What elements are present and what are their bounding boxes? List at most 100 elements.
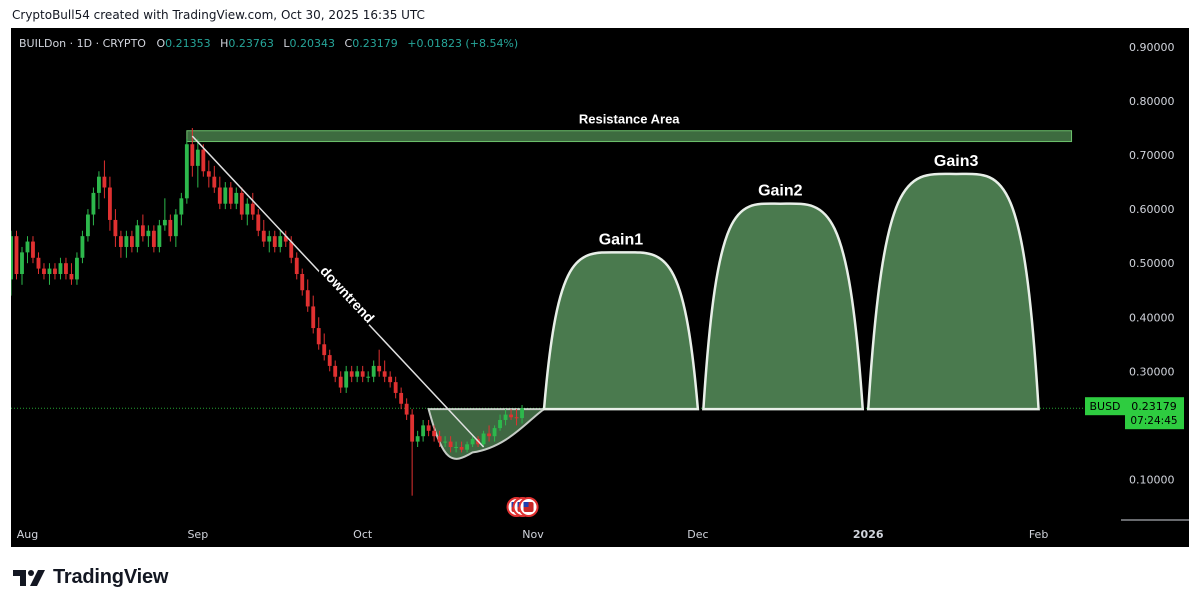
candle-body[interactable] bbox=[80, 236, 85, 258]
price-chart[interactable]: 0.90000 0.80000 0.70000 0.60000 0.50000 0.400… bbox=[11, 28, 1189, 547]
candle-body[interactable] bbox=[498, 419, 502, 429]
candle-body[interactable] bbox=[333, 365, 338, 377]
candle-body[interactable] bbox=[443, 441, 448, 443]
candle-body[interactable] bbox=[267, 236, 272, 242]
candle-body[interactable] bbox=[410, 414, 415, 442]
candle-body[interactable] bbox=[58, 263, 63, 274]
candle-body[interactable] bbox=[11, 236, 13, 280]
candle-body[interactable] bbox=[487, 433, 491, 437]
candle-body[interactable] bbox=[239, 192, 244, 215]
candle-body[interactable] bbox=[294, 257, 299, 274]
candle-body[interactable] bbox=[492, 428, 497, 437]
candle-body[interactable] bbox=[113, 219, 118, 237]
candle-body[interactable] bbox=[338, 376, 343, 388]
candle-body[interactable] bbox=[31, 241, 35, 258]
candle-body[interactable] bbox=[283, 236, 288, 242]
candle-body[interactable] bbox=[140, 225, 145, 237]
candle-body[interactable] bbox=[129, 236, 134, 247]
candle-body[interactable] bbox=[135, 225, 140, 247]
candle-body[interactable] bbox=[228, 187, 233, 204]
candle-body[interactable] bbox=[250, 203, 255, 215]
candle-body[interactable] bbox=[432, 430, 437, 437]
candle-body[interactable] bbox=[426, 425, 431, 431]
candle-body[interactable] bbox=[86, 214, 90, 237]
candle-body[interactable] bbox=[42, 268, 46, 274]
candle-body[interactable] bbox=[173, 214, 178, 237]
chart-panel[interactable]: 0.90000 0.80000 0.70000 0.60000 0.50000 0.400… bbox=[11, 28, 1189, 547]
candle-body[interactable] bbox=[96, 176, 101, 193]
candle-body[interactable] bbox=[437, 436, 442, 442]
candle-body[interactable] bbox=[157, 225, 162, 247]
candle-body[interactable] bbox=[146, 230, 151, 237]
resistance-area-box[interactable] bbox=[186, 130, 1073, 143]
candle-body[interactable] bbox=[217, 187, 222, 204]
candle-body[interactable] bbox=[404, 403, 409, 415]
candle-body[interactable] bbox=[256, 214, 261, 231]
candle-body[interactable] bbox=[102, 176, 107, 188]
candle-body[interactable] bbox=[349, 371, 354, 377]
candle-body[interactable] bbox=[415, 436, 420, 442]
candle-body[interactable] bbox=[201, 149, 206, 172]
candle-body[interactable] bbox=[261, 230, 266, 242]
candle-body[interactable] bbox=[360, 371, 365, 377]
candle-body[interactable] bbox=[118, 236, 123, 247]
candle-body[interactable] bbox=[91, 192, 96, 215]
candle-body[interactable] bbox=[151, 230, 156, 247]
candle-body[interactable] bbox=[514, 417, 519, 419]
symbol-title[interactable]: BUILDon · 1D · CRYPTO bbox=[19, 37, 146, 50]
candle-body[interactable] bbox=[47, 268, 52, 274]
candle-body[interactable] bbox=[14, 236, 19, 274]
candle-body[interactable] bbox=[327, 355, 332, 366]
candle-body[interactable] bbox=[190, 144, 195, 166]
candle-body[interactable] bbox=[168, 219, 173, 237]
candle-body[interactable] bbox=[481, 433, 486, 445]
candle-body[interactable] bbox=[53, 268, 57, 274]
cup-shape[interactable] bbox=[427, 408, 548, 460]
candle-body[interactable] bbox=[64, 263, 68, 274]
candle-body[interactable] bbox=[25, 241, 30, 253]
candle-body[interactable] bbox=[184, 144, 189, 199]
candle-body[interactable] bbox=[289, 241, 294, 258]
candle-body[interactable] bbox=[382, 371, 387, 377]
candle-body[interactable] bbox=[366, 376, 371, 378]
candle-body[interactable] bbox=[470, 438, 475, 445]
candle-body[interactable] bbox=[448, 441, 453, 448]
candle-body[interactable] bbox=[421, 425, 426, 437]
downtrend-line[interactable] bbox=[191, 135, 485, 448]
candle-body[interactable] bbox=[520, 408, 524, 419]
candle-body[interactable] bbox=[388, 376, 393, 383]
candle-body[interactable] bbox=[509, 414, 513, 418]
candle-body[interactable] bbox=[69, 274, 74, 280]
candle-body[interactable] bbox=[371, 365, 376, 377]
candle-body[interactable] bbox=[234, 192, 239, 204]
candle-body[interactable] bbox=[322, 344, 327, 356]
candle-body[interactable] bbox=[278, 236, 283, 247]
candle-body[interactable] bbox=[454, 447, 459, 449]
candle-body[interactable] bbox=[124, 236, 129, 247]
candle-body[interactable] bbox=[272, 236, 277, 247]
candle-body[interactable] bbox=[316, 328, 321, 345]
candle-body[interactable] bbox=[344, 371, 349, 388]
candle-body[interactable] bbox=[212, 176, 217, 188]
candle-body[interactable] bbox=[162, 219, 167, 226]
candle-body[interactable] bbox=[377, 365, 382, 372]
gain-arc[interactable] bbox=[542, 251, 700, 411]
candle-body[interactable] bbox=[179, 198, 184, 215]
gain-arc[interactable] bbox=[702, 202, 865, 411]
candle-body[interactable] bbox=[75, 257, 79, 280]
candle-body[interactable] bbox=[20, 252, 24, 274]
candle-body[interactable] bbox=[465, 444, 470, 450]
candle-body[interactable] bbox=[399, 392, 404, 404]
candle-body[interactable] bbox=[206, 171, 211, 177]
candle-body[interactable] bbox=[36, 257, 41, 269]
candle-body[interactable] bbox=[311, 306, 316, 329]
candle-body[interactable] bbox=[195, 149, 200, 166]
candle-body[interactable] bbox=[459, 447, 464, 450]
gain-arc[interactable] bbox=[866, 172, 1040, 411]
candle-body[interactable] bbox=[245, 203, 250, 215]
candle-body[interactable] bbox=[223, 187, 228, 204]
candle-body[interactable] bbox=[300, 274, 305, 291]
candle-body[interactable] bbox=[355, 371, 360, 377]
tradingview-brand[interactable]: TradingView bbox=[13, 566, 168, 589]
candle-body[interactable] bbox=[503, 414, 508, 420]
